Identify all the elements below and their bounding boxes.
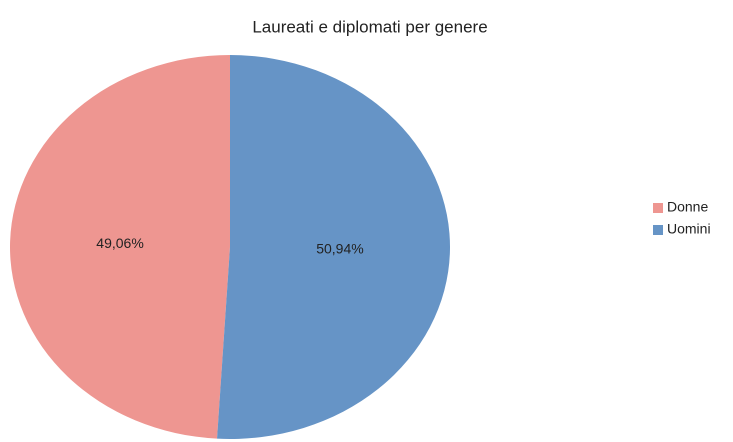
- slice-label: 50,94%: [316, 241, 363, 257]
- legend-swatch: [653, 203, 663, 213]
- legend-label: Donne: [667, 199, 708, 215]
- legend-label: Uomini: [667, 221, 711, 237]
- legend-swatch: [653, 225, 663, 235]
- pie-slice: [217, 55, 451, 439]
- pie-slice: [10, 55, 230, 439]
- slice-label: 49,06%: [96, 235, 143, 251]
- chart-title: Laureati e diplomati per genere: [252, 17, 487, 36]
